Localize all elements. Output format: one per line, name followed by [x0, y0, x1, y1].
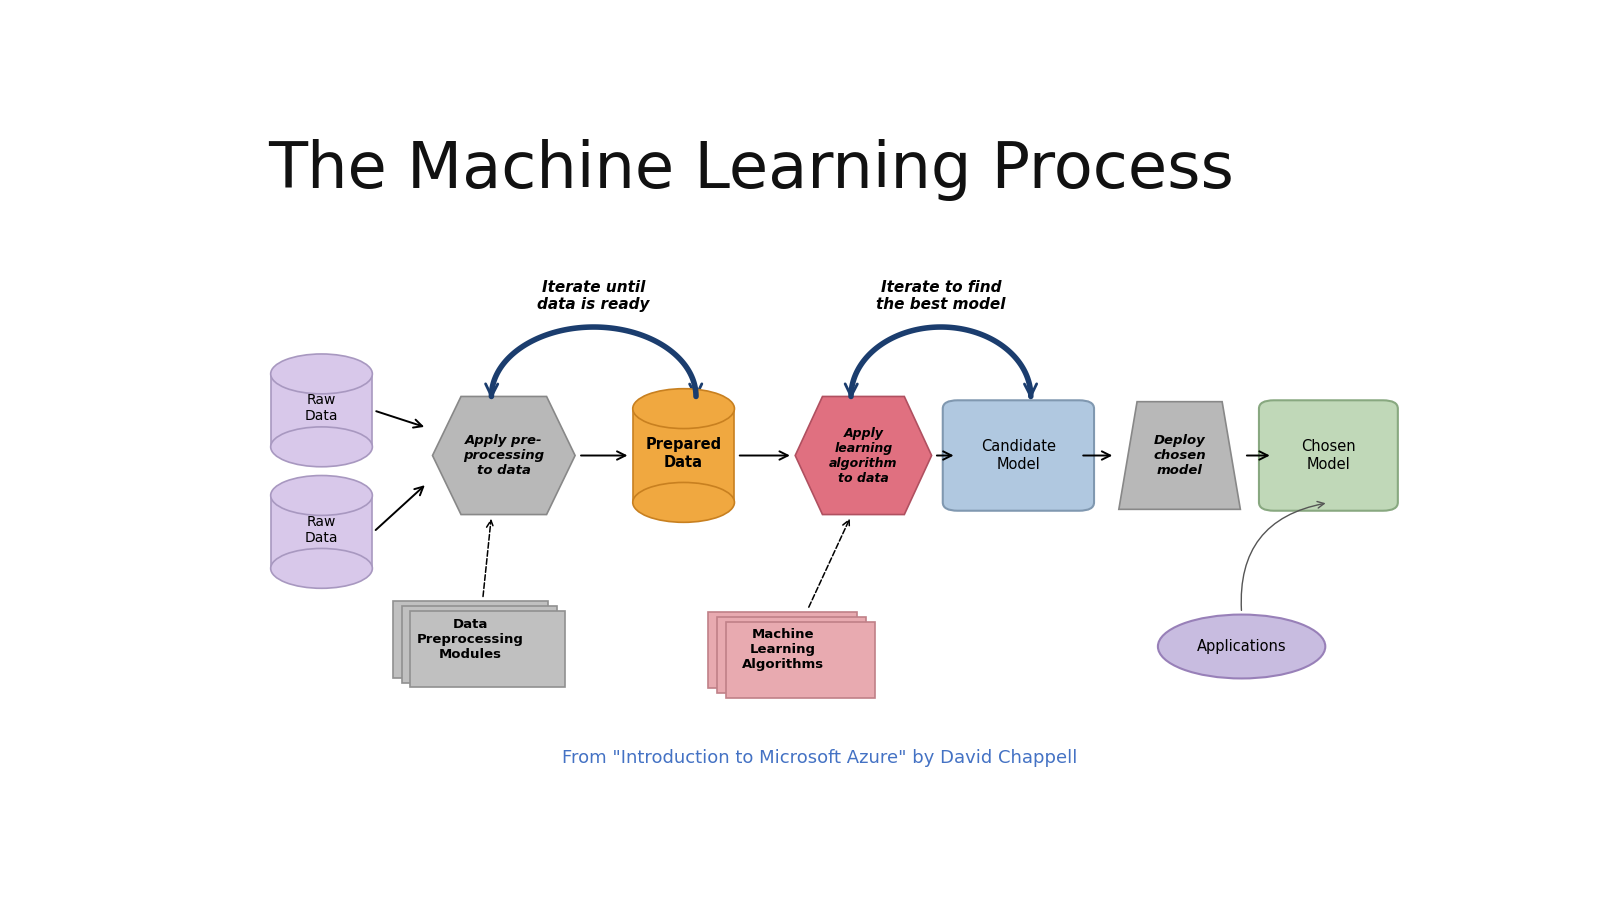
Bar: [709, 612, 858, 688]
Text: Prepared
Data: Prepared Data: [645, 437, 722, 470]
Text: Apply
learning
algorithm
to data: Apply learning algorithm to data: [829, 427, 898, 484]
FancyBboxPatch shape: [942, 400, 1094, 511]
Text: Iterate to find
the best model: Iterate to find the best model: [877, 280, 1006, 312]
Text: Iterate until
data is ready: Iterate until data is ready: [538, 280, 650, 312]
Bar: [717, 617, 866, 693]
Ellipse shape: [270, 475, 373, 515]
Text: Applications: Applications: [1197, 639, 1286, 654]
Text: Chosen
Model: Chosen Model: [1301, 439, 1355, 472]
Polygon shape: [432, 397, 574, 514]
Bar: [402, 606, 557, 683]
Text: Data
Preprocessing
Modules: Data Preprocessing Modules: [418, 618, 523, 661]
Polygon shape: [795, 397, 931, 514]
Bar: [270, 374, 373, 446]
Text: Deploy
chosen
model: Deploy chosen model: [1154, 434, 1206, 477]
Ellipse shape: [1158, 614, 1325, 678]
Ellipse shape: [270, 548, 373, 588]
Bar: [270, 495, 373, 568]
FancyBboxPatch shape: [1259, 400, 1398, 511]
Bar: [410, 611, 565, 687]
Ellipse shape: [632, 483, 734, 522]
Text: Candidate
Model: Candidate Model: [981, 439, 1056, 472]
Ellipse shape: [270, 427, 373, 466]
Ellipse shape: [632, 389, 734, 428]
Text: Raw
Data: Raw Data: [304, 515, 338, 545]
Text: The Machine Learning Process: The Machine Learning Process: [269, 140, 1234, 201]
Polygon shape: [1118, 401, 1240, 510]
Bar: [394, 602, 547, 677]
Text: Raw
Data: Raw Data: [304, 393, 338, 423]
Text: Apply pre-
processing
to data: Apply pre- processing to data: [464, 434, 544, 477]
Bar: [726, 621, 875, 698]
Text: From "Introduction to Microsoft Azure" by David Chappell: From "Introduction to Microsoft Azure" b…: [562, 749, 1078, 767]
Ellipse shape: [270, 354, 373, 394]
Bar: [632, 409, 734, 502]
Text: Machine
Learning
Algorithms: Machine Learning Algorithms: [742, 629, 824, 671]
